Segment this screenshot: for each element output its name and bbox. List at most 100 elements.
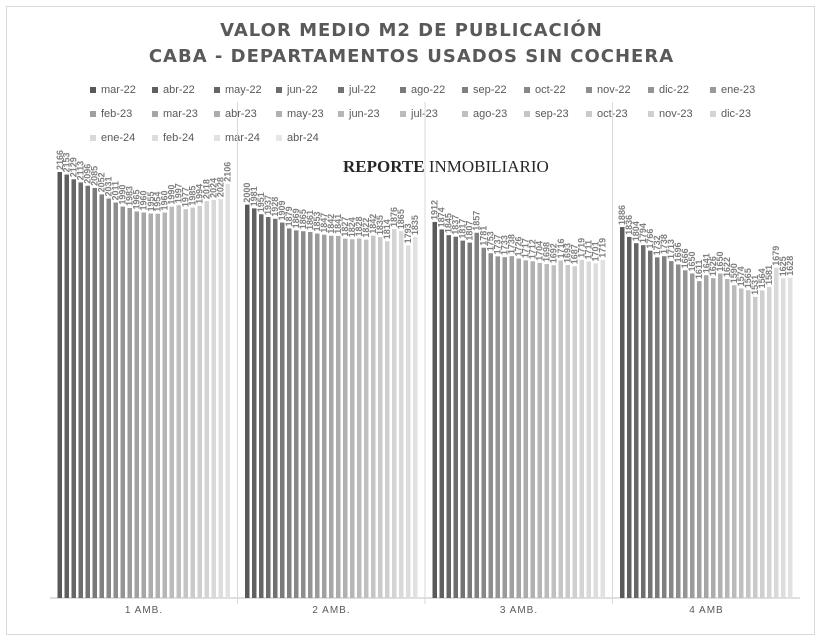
data-label: 1641 <box>701 253 711 273</box>
bar <box>439 229 444 598</box>
data-label: 1574 <box>736 266 746 286</box>
data-label: 1827 <box>340 217 350 237</box>
legend-swatch <box>524 87 530 93</box>
data-label: 1713 <box>666 239 676 259</box>
data-label: 2011 <box>111 181 121 201</box>
legend-item: abr-22 <box>152 78 214 102</box>
data-label: 1837 <box>451 215 461 235</box>
data-label: 1994 <box>195 184 205 204</box>
data-label: 2024 <box>209 178 219 198</box>
legend-swatch <box>214 135 220 141</box>
legend-swatch <box>214 87 220 93</box>
data-label: 2031 <box>104 177 114 197</box>
data-label: 1842 <box>368 214 378 234</box>
legend-item: sep-22 <box>462 78 524 102</box>
data-label: 1857 <box>472 211 482 231</box>
legend-swatch <box>338 111 344 117</box>
data-label: 1611 <box>694 260 704 280</box>
bar <box>197 205 202 598</box>
bar <box>551 265 556 598</box>
data-label: 1719 <box>577 238 587 258</box>
legend-label: ago-22 <box>411 84 446 96</box>
bar <box>753 296 758 598</box>
data-label: 1983 <box>125 186 135 206</box>
legend-swatch <box>214 111 220 117</box>
data-label: 1841 <box>333 214 343 234</box>
data-label: 1954 <box>153 192 163 212</box>
legend-item: jun-23 <box>338 102 400 126</box>
data-label: 1845 <box>444 213 454 233</box>
bar <box>669 261 674 598</box>
legend-item: may-22 <box>214 78 276 102</box>
data-label: 1531 <box>750 275 760 295</box>
legend-swatch <box>152 111 158 117</box>
data-label: 1698 <box>542 242 552 262</box>
data-label: 2166 <box>55 150 65 170</box>
legend-label: nov-23 <box>659 108 693 120</box>
bar <box>704 275 709 598</box>
data-label: 1835 <box>375 215 385 235</box>
legend-label: abr-24 <box>287 132 319 144</box>
data-label: 1981 <box>249 186 259 206</box>
bar <box>71 179 76 598</box>
chart-legend: mar-22 abr-22 may-22 jun-22 jul-22 ago-22 sep-… <box>90 78 790 150</box>
data-label: 1955 <box>146 191 156 211</box>
data-label: 1861 <box>305 210 315 230</box>
bar <box>544 264 549 598</box>
legend-item: mar-22 <box>90 78 152 102</box>
data-label: 1716 <box>556 238 566 258</box>
bar <box>774 267 779 598</box>
legend-item: dic-22 <box>648 78 710 102</box>
bar <box>385 241 390 599</box>
data-label: 2085 <box>90 166 100 186</box>
legend-swatch <box>276 111 282 117</box>
data-label: 1794 <box>638 223 648 243</box>
bar <box>453 236 458 598</box>
bar <box>641 245 646 598</box>
legend-label: abr-22 <box>163 84 195 96</box>
data-label: 1876 <box>389 207 399 227</box>
legend-label: oct-22 <box>535 84 566 96</box>
data-label: 1937 <box>263 195 273 215</box>
bar <box>781 278 786 598</box>
legend-item: ago-23 <box>462 102 524 126</box>
data-label: 1581 <box>764 265 774 285</box>
legend-item: nov-23 <box>648 102 710 126</box>
legend-label: sep-23 <box>535 108 569 120</box>
legend-item: jun-22 <box>276 78 338 102</box>
legend-label: sep-22 <box>473 84 507 96</box>
data-label: 1564 <box>757 268 767 288</box>
bar <box>350 239 355 598</box>
bar <box>78 182 83 599</box>
bar <box>141 212 146 598</box>
data-label: 1733 <box>500 235 510 255</box>
legend-swatch <box>586 111 592 117</box>
bar <box>620 227 625 598</box>
legend-swatch <box>462 87 468 93</box>
legend-swatch <box>710 87 716 93</box>
data-label: 1886 <box>617 205 627 225</box>
bar <box>565 265 570 598</box>
legend-label: mar-24 <box>225 132 260 144</box>
data-label: 1738 <box>507 234 517 254</box>
data-label: 1997 <box>174 183 184 203</box>
bar <box>301 231 306 598</box>
data-label: 1865 <box>298 209 308 229</box>
bar <box>294 230 299 598</box>
legend-item: oct-22 <box>524 78 586 102</box>
bar <box>711 278 716 598</box>
category-label: 3 AMB. <box>499 605 539 616</box>
data-label: 1824 <box>347 217 357 237</box>
legend-label: mar-22 <box>101 84 136 96</box>
data-label: 2000 <box>242 183 252 203</box>
data-label: 1692 <box>549 243 559 263</box>
bar <box>634 243 639 598</box>
legend-label: dic-22 <box>659 84 689 96</box>
bar <box>683 270 688 598</box>
data-label: 1622 <box>722 257 732 277</box>
bar <box>329 235 334 598</box>
data-label: 1835 <box>410 215 420 235</box>
data-label: 1807 <box>465 221 475 241</box>
legend-item: mar-24 <box>214 126 276 150</box>
